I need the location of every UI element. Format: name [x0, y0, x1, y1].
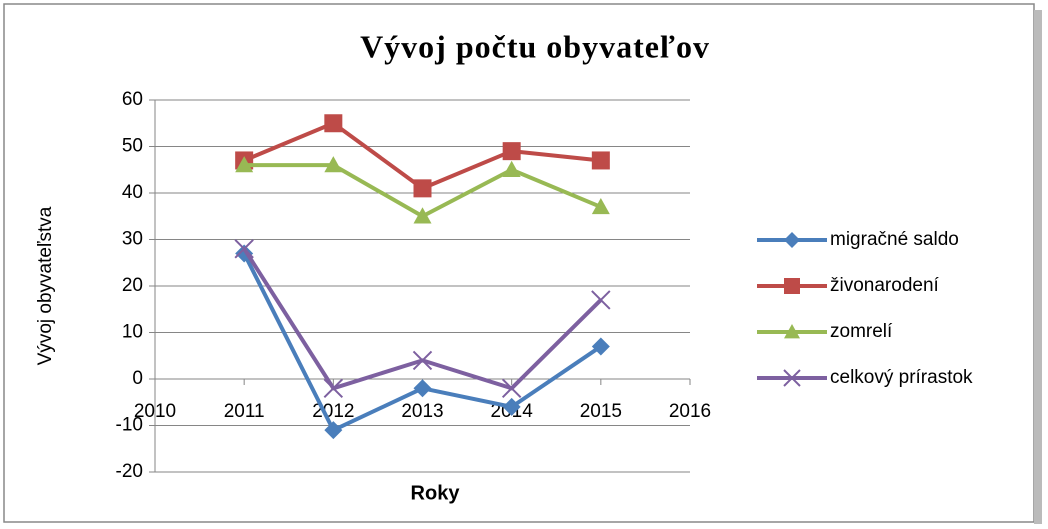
- marker: [501, 378, 522, 399]
- x-axis-title: Roky: [411, 482, 461, 504]
- y-axis-title: Vývoj obyvateľstva: [35, 206, 56, 365]
- marker: [412, 350, 433, 371]
- y-tick-label: 50: [122, 136, 143, 157]
- marker: [784, 278, 800, 294]
- marker: [235, 244, 254, 263]
- marker: [413, 379, 432, 398]
- marker: [324, 156, 343, 173]
- marker: [502, 397, 521, 416]
- legend-label: celkový prírastok: [830, 367, 973, 388]
- chart-frame: [3, 3, 1035, 523]
- y-tick-label: 10: [122, 322, 143, 343]
- chart-title: Vývoj počtu obyvateľov: [360, 28, 710, 64]
- y-tick-label: -10: [116, 415, 143, 436]
- marker: [234, 239, 254, 259]
- x-tick-label: 2015: [580, 401, 622, 422]
- y-tick-label: 0: [132, 368, 143, 389]
- marker: [413, 207, 432, 224]
- marker: [323, 378, 344, 399]
- x-tick-label: 2010: [134, 401, 176, 422]
- marker: [784, 232, 800, 248]
- marker: [324, 114, 343, 133]
- legend-label: živonarodení: [830, 275, 940, 296]
- legend-label: migračné saldo: [830, 229, 959, 250]
- legend-label: zomrelí: [830, 321, 893, 342]
- y-tick-label: 30: [122, 229, 143, 250]
- marker: [324, 421, 343, 440]
- marker: [413, 179, 432, 198]
- frame-shadow: [1034, 10, 1042, 524]
- y-tick-label: -20: [116, 461, 143, 482]
- marker: [235, 156, 254, 173]
- y-tick-label: 20: [122, 275, 143, 296]
- marker: [591, 290, 611, 310]
- x-tick-label: 2013: [401, 401, 443, 422]
- x-tick-label: 2011: [224, 401, 265, 422]
- marker: [783, 369, 801, 387]
- marker: [784, 324, 800, 339]
- marker: [502, 142, 521, 161]
- y-tick-label: 40: [122, 182, 143, 203]
- marker: [502, 160, 521, 177]
- marker: [591, 151, 610, 170]
- marker: [591, 197, 610, 215]
- x-tick-label: 2016: [669, 401, 711, 422]
- y-tick-label: 60: [122, 89, 143, 110]
- marker: [591, 337, 610, 356]
